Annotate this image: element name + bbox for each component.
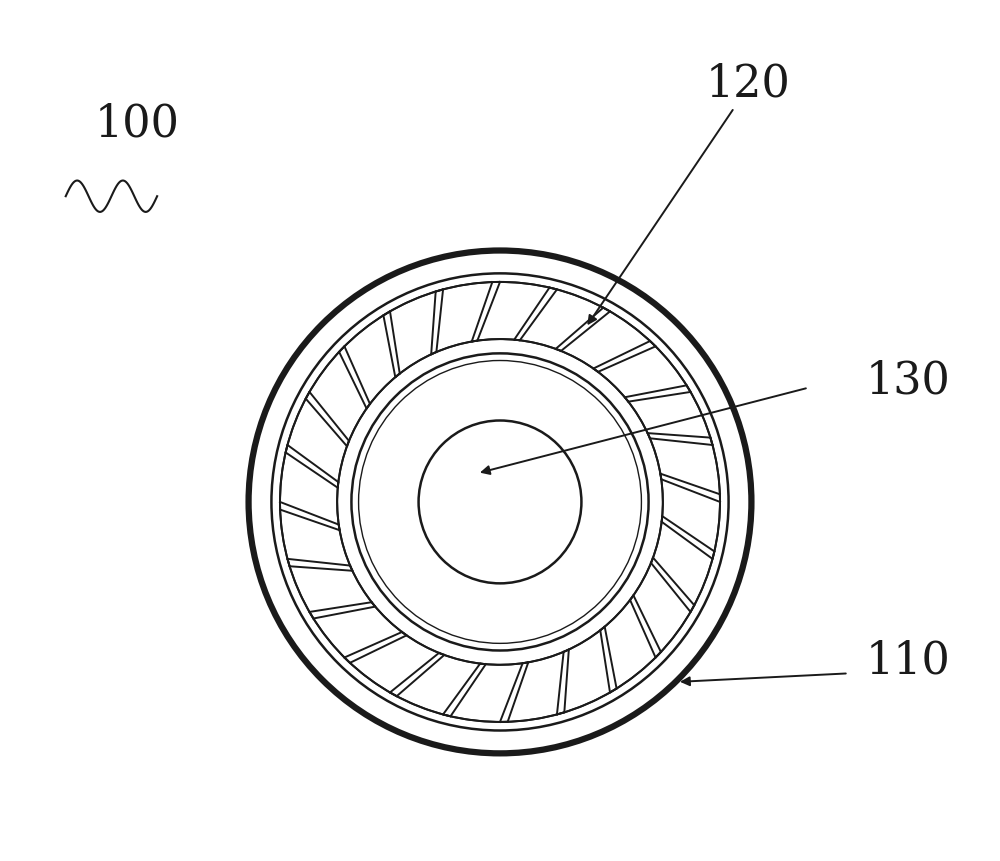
Text: 110: 110: [866, 639, 951, 683]
Text: 100: 100: [94, 102, 179, 146]
Circle shape: [419, 420, 581, 584]
Text: 130: 130: [866, 359, 951, 402]
Text: 120: 120: [706, 62, 791, 105]
Circle shape: [249, 251, 751, 753]
